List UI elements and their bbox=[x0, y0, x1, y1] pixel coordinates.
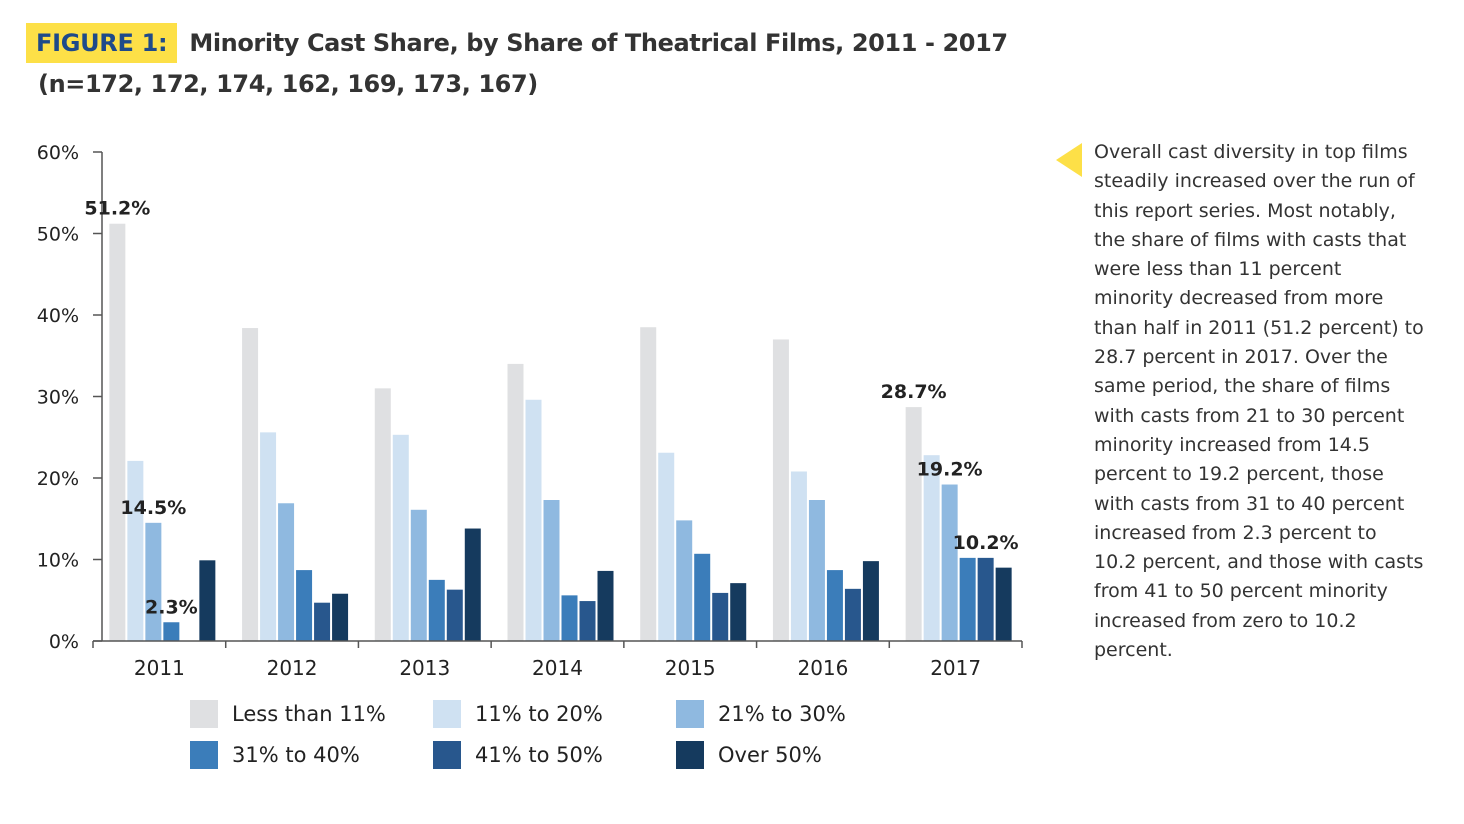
y-tick-label: 30% bbox=[37, 387, 79, 409]
legend-item: 41% to 50% bbox=[433, 741, 603, 769]
bar bbox=[242, 328, 259, 641]
legend-swatch bbox=[676, 700, 704, 728]
x-axis: 2011 2012 2013 2014 2015 2016 2017 bbox=[92, 640, 1023, 680]
bar bbox=[464, 528, 481, 641]
data-label: 14.5% bbox=[120, 497, 186, 519]
legend-label: 31% to 40% bbox=[232, 743, 360, 767]
bar bbox=[844, 588, 861, 641]
y-axis: 0% 10% 20% 30% 40% 50% 60% bbox=[37, 142, 103, 653]
bar bbox=[730, 583, 747, 641]
bar bbox=[446, 589, 463, 641]
bar bbox=[597, 570, 614, 641]
bar bbox=[199, 560, 216, 641]
data-label: 10.2% bbox=[953, 532, 1019, 554]
bar bbox=[676, 520, 693, 641]
legend-swatch bbox=[190, 741, 218, 769]
bar bbox=[127, 460, 144, 641]
chart-note: Overall cast diversity in top films stea… bbox=[1094, 141, 1424, 662]
legend-swatch bbox=[433, 700, 461, 728]
x-tick-label: 2014 bbox=[532, 656, 583, 680]
bar bbox=[525, 399, 542, 641]
bar bbox=[959, 557, 976, 641]
bar-chart: 0%10%20%30%40%50%60% 2011 2012 2013 2014 201… bbox=[37, 142, 1023, 680]
bar bbox=[278, 503, 295, 641]
legend-item: Over 50% bbox=[676, 741, 822, 769]
bar bbox=[658, 452, 675, 641]
bar bbox=[145, 522, 162, 641]
bar bbox=[862, 561, 879, 641]
data-label: 2.3% bbox=[145, 596, 198, 618]
data-labels: 51.2% 14.5% 2.3% 28.7% 19.2% 10.2% bbox=[84, 198, 1018, 619]
callout-arrow-icon bbox=[1056, 143, 1082, 177]
legend-item: Less than 11% bbox=[190, 700, 386, 728]
legend-label: 41% to 50% bbox=[475, 743, 603, 767]
data-label: 28.7% bbox=[881, 381, 947, 403]
figure-tag: FIGURE 1: bbox=[26, 23, 178, 63]
chart-title: Minority Cast Share, by Share of Theatri… bbox=[189, 29, 1008, 57]
bar bbox=[392, 434, 409, 641]
bar bbox=[507, 363, 524, 641]
x-tick-label: 2013 bbox=[399, 656, 450, 680]
bar bbox=[790, 471, 807, 641]
bar bbox=[941, 484, 958, 641]
bar bbox=[923, 455, 940, 641]
y-tick-label: 10% bbox=[37, 550, 79, 572]
data-label: 51.2% bbox=[84, 198, 150, 220]
bar bbox=[826, 570, 843, 641]
legend-item: 21% to 30% bbox=[676, 700, 846, 728]
legend-label: 11% to 20% bbox=[475, 702, 603, 726]
x-tick-label: 2015 bbox=[665, 656, 716, 680]
bar bbox=[314, 602, 331, 641]
bar bbox=[561, 595, 578, 641]
legend-swatch bbox=[433, 741, 461, 769]
bar bbox=[410, 509, 427, 641]
bar bbox=[995, 567, 1012, 641]
bar bbox=[640, 327, 657, 641]
chart-subtitle: (n=172, 172, 174, 162, 169, 173, 167) bbox=[38, 70, 538, 98]
bar-series-group bbox=[109, 223, 1012, 641]
data-label: 19.2% bbox=[917, 459, 983, 481]
y-tick-label: 50% bbox=[37, 224, 79, 246]
y-tick-label: 20% bbox=[37, 468, 79, 490]
bar bbox=[772, 339, 789, 641]
y-tick-label: 40% bbox=[37, 305, 79, 327]
bar bbox=[579, 601, 596, 641]
bar bbox=[332, 593, 349, 641]
y-tick-label: 0% bbox=[49, 631, 79, 653]
y-tick-label: 60% bbox=[37, 142, 79, 164]
bar bbox=[374, 388, 391, 641]
x-tick-label: 2016 bbox=[797, 656, 848, 680]
x-tick-label: 2017 bbox=[930, 656, 981, 680]
bar bbox=[428, 579, 445, 641]
bar bbox=[163, 622, 180, 641]
bar bbox=[905, 407, 922, 641]
legend-item: 31% to 40% bbox=[190, 741, 360, 769]
figure-heading: FIGURE 1: Minority Cast Share, by Share … bbox=[26, 20, 1008, 66]
bar bbox=[296, 570, 313, 641]
legend-label: Over 50% bbox=[718, 743, 822, 767]
x-tick-label: 2012 bbox=[267, 656, 318, 680]
bar bbox=[808, 500, 825, 641]
legend-label: Less than 11% bbox=[232, 702, 386, 726]
bar bbox=[712, 592, 729, 641]
bar bbox=[977, 557, 994, 641]
legend-item: 11% to 20% bbox=[433, 700, 603, 728]
x-tick-label: 2011 bbox=[134, 656, 185, 680]
legend-swatch bbox=[190, 700, 218, 728]
bar bbox=[694, 553, 711, 641]
bar bbox=[543, 500, 560, 641]
bar bbox=[260, 432, 277, 641]
legend-swatch bbox=[676, 741, 704, 769]
legend-label: 21% to 30% bbox=[718, 702, 846, 726]
bar bbox=[109, 223, 126, 641]
